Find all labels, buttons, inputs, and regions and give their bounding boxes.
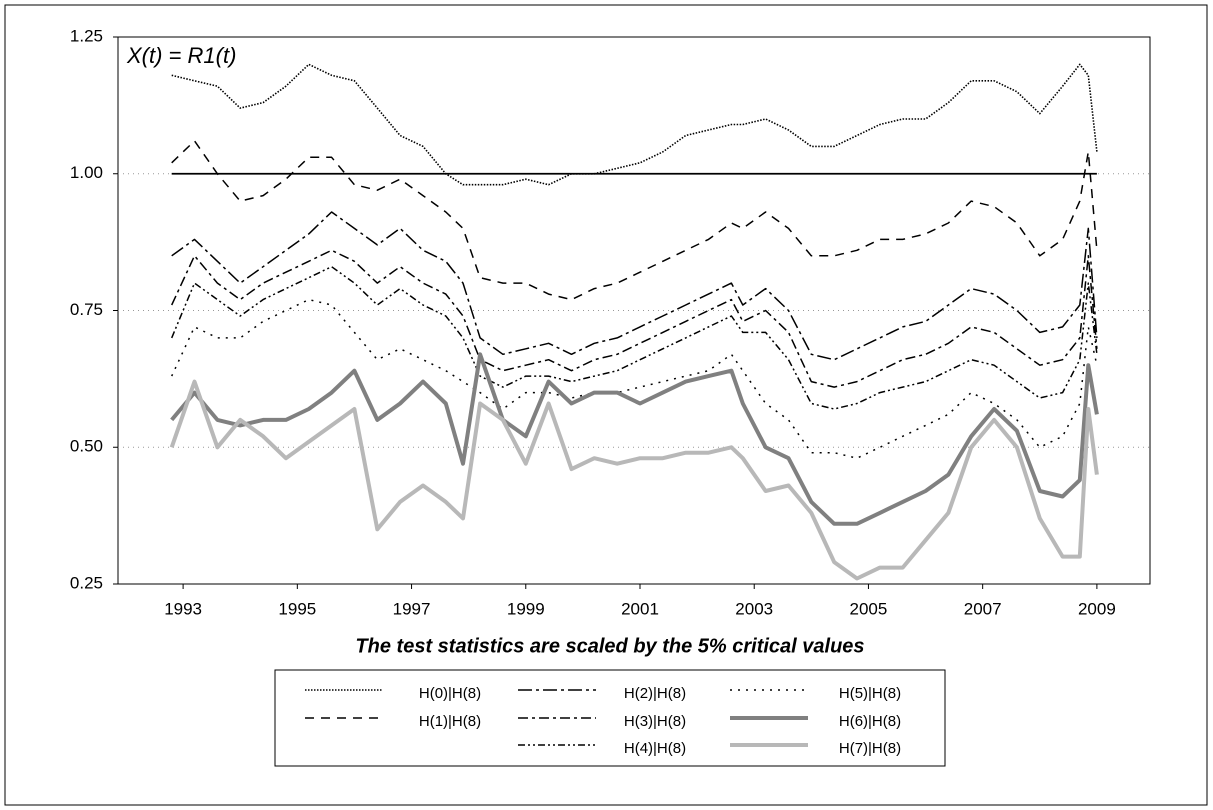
series-line <box>171 140 1098 301</box>
x-tick-label: 1993 <box>164 599 202 618</box>
chart-title: X(t) = R1(t) <box>126 43 236 68</box>
legend-box <box>274 669 946 767</box>
y-tick-label: 0.75 <box>70 300 103 319</box>
series-line <box>170 352 1099 526</box>
y-tick-label: 1.00 <box>70 163 103 182</box>
series-line <box>171 211 1098 361</box>
series-line <box>171 265 1098 410</box>
y-tick-label: 1.25 <box>70 26 103 45</box>
series-line <box>169 379 1099 581</box>
y-tick-label: 0.25 <box>70 573 103 592</box>
series-line <box>171 249 1098 388</box>
x-tick-label: 1997 <box>393 599 431 618</box>
x-tick-label: 1995 <box>278 599 316 618</box>
legend-label: H(1)|H(8) <box>419 713 481 730</box>
series-line <box>171 298 1098 459</box>
x-tick-label: 2007 <box>964 599 1002 618</box>
x-tick-label: 1999 <box>507 599 545 618</box>
x-tick-label: 2001 <box>621 599 659 618</box>
x-tick-label: 2005 <box>850 599 888 618</box>
legend-label: H(2)|H(8) <box>624 685 686 702</box>
legend-label: H(3)|H(8) <box>624 713 686 730</box>
legend-label: H(7)|H(8) <box>839 740 901 757</box>
legend-label: H(4)|H(8) <box>624 740 686 757</box>
x-tick-label: 2003 <box>735 599 773 618</box>
y-tick-label: 0.50 <box>70 437 103 456</box>
legend-label: H(6)|H(8) <box>839 713 901 730</box>
x-tick-label: 2009 <box>1078 599 1116 618</box>
chart-subtitle: The test statistics are scaled by the 5%… <box>355 635 864 657</box>
legend-label: H(5)|H(8) <box>839 685 901 702</box>
legend-label: H(0)|H(8) <box>419 685 481 702</box>
